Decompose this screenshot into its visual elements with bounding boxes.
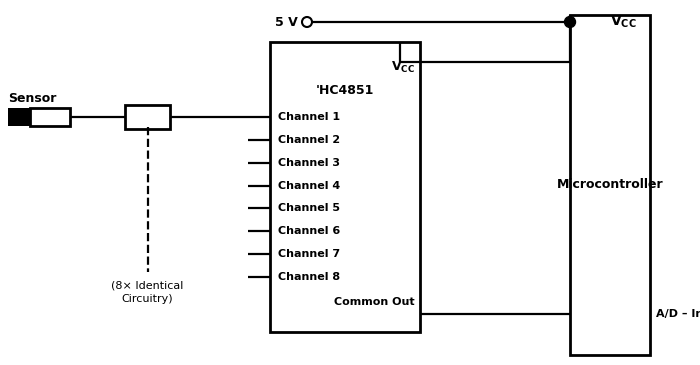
Text: Sensor: Sensor	[8, 92, 57, 105]
Text: Channel 3: Channel 3	[278, 158, 340, 168]
Bar	[8, 108, 30, 126]
Text: Channel 7: Channel 7	[278, 249, 340, 259]
Text: Channel 8: Channel 8	[278, 272, 340, 282]
Text: 5 V: 5 V	[275, 15, 298, 28]
Text: Channel 2: Channel 2	[278, 135, 340, 145]
Text: Channel 4: Channel 4	[278, 181, 340, 191]
Bar	[270, 42, 420, 332]
Text: Channel 1: Channel 1	[278, 112, 340, 122]
Bar	[125, 105, 170, 129]
Circle shape	[564, 16, 575, 27]
Bar	[570, 15, 650, 355]
Text: Channel 6: Channel 6	[278, 226, 340, 236]
Text: (8× Identical
Circuitry): (8× Identical Circuitry)	[111, 280, 183, 304]
Text: Microcontroller: Microcontroller	[556, 178, 664, 192]
Text: Channel 5: Channel 5	[278, 203, 340, 214]
Text: 'HC4851: 'HC4851	[316, 84, 374, 96]
Text: Common Out: Common Out	[335, 297, 415, 307]
Text: $\mathregular{V_{CC}}$: $\mathregular{V_{CC}}$	[610, 14, 636, 30]
Text: A/D – Input: A/D – Input	[656, 309, 700, 319]
Text: $\mathregular{V_{CC}}$: $\mathregular{V_{CC}}$	[391, 59, 415, 74]
Bar	[30, 108, 70, 126]
